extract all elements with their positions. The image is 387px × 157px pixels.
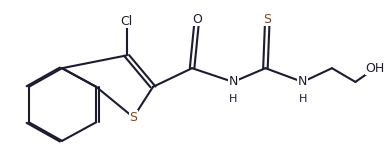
- Text: OH: OH: [365, 62, 385, 75]
- Text: S: S: [129, 111, 137, 124]
- Text: H: H: [298, 94, 307, 104]
- Text: N: N: [228, 75, 238, 88]
- Text: H: H: [229, 94, 237, 104]
- Text: N: N: [298, 75, 307, 88]
- Text: Cl: Cl: [120, 15, 133, 27]
- Text: S: S: [264, 13, 271, 26]
- Text: O: O: [192, 13, 202, 26]
